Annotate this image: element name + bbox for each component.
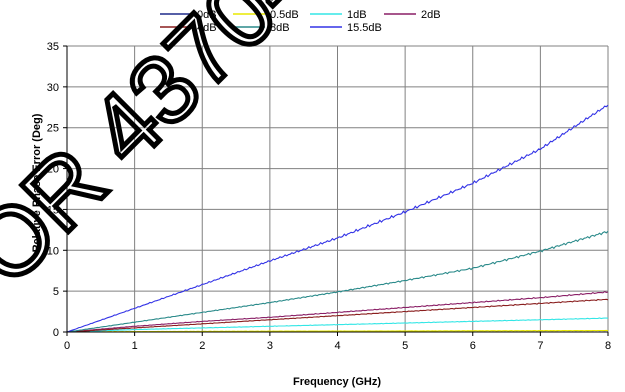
series-line-15-5dB	[66, 104, 609, 333]
legend-label: 2dB	[421, 9, 441, 21]
x-tick-label: 3	[267, 340, 273, 352]
x-tick-label: 1	[132, 340, 138, 352]
y-tick-label: 10	[47, 245, 59, 257]
legend-label: 0.5dB	[270, 9, 299, 21]
y-tick-label: 20	[47, 164, 59, 176]
legend-label: 8dB	[270, 22, 290, 34]
legend: 0dB 0.5dB 1dB 2dB 4dB 8dB 15.5dB	[160, 9, 441, 34]
series-line-1dB	[66, 317, 609, 333]
legend-item: 0.5dB	[233, 9, 299, 21]
legend-label: 0dB	[197, 9, 217, 21]
x-tick-label: 5	[402, 340, 408, 352]
legend-label: 1dB	[347, 9, 367, 21]
series-line-0-5dB	[66, 329, 609, 333]
y-tick-label: 30	[47, 82, 59, 94]
series-line-4dB	[66, 298, 609, 333]
y-tick-label: 35	[47, 41, 59, 53]
grid	[66, 45, 609, 333]
x-tick-label: 4	[334, 340, 340, 352]
y-axis-title: Relative Phase Error (Deg)	[31, 113, 43, 252]
x-tick-label: 8	[605, 340, 611, 352]
y-tick-label: 15	[47, 204, 59, 216]
x-tick-label: 2	[199, 340, 205, 352]
legend-item: 0dB	[160, 9, 217, 21]
legend-label: 15.5dB	[347, 22, 382, 34]
y-tick-label: 5	[53, 286, 59, 298]
axes: 0 1 2 3 4 5 6 7 8 0 5 10 15 20 25 30 35	[47, 41, 611, 352]
legend-item: 2dB	[384, 9, 441, 21]
x-tick-label: 6	[470, 340, 476, 352]
legend-item: 4dB	[160, 22, 217, 34]
y-tick-label: 25	[47, 123, 59, 135]
legend-item: 1dB	[310, 9, 367, 21]
y-tick-label: 0	[53, 327, 59, 339]
legend-label: 4dB	[197, 22, 217, 34]
series-line-2dB	[66, 290, 609, 333]
legend-item: 8dB	[233, 22, 290, 34]
x-axis-title: Frequency (GHz)	[293, 376, 381, 388]
x-tick-label: 7	[537, 340, 543, 352]
series-line-8dB	[66, 230, 609, 333]
legend-item: 15.5dB	[310, 22, 382, 34]
x-tick-label: 0	[64, 340, 70, 352]
